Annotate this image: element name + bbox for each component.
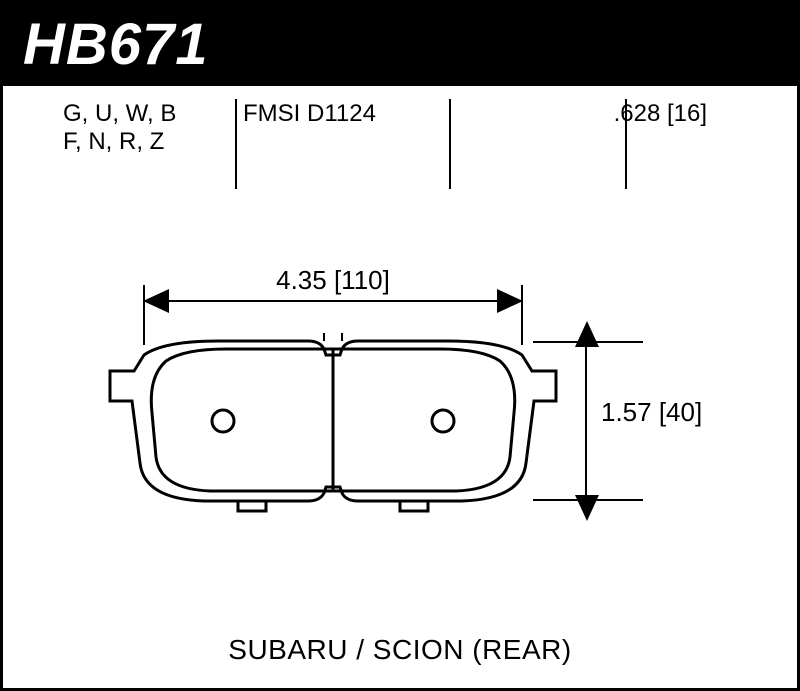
diagram-area: 4.35 [110] 1.57 [40] <box>3 243 800 623</box>
thickness-value: .628 [16] <box>463 100 707 128</box>
part-number: HB671 <box>23 11 777 78</box>
arrow-right-icon <box>497 289 523 313</box>
spec-divider <box>449 99 451 189</box>
width-dim-line <box>145 300 521 302</box>
width-dimension: 4.35 [110] <box>145 265 521 302</box>
brake-pad-drawing <box>108 333 558 518</box>
application-label: SUBARU / SCION (REAR) <box>3 634 797 666</box>
spec-divider <box>625 99 627 189</box>
arrow-left-icon <box>143 289 169 313</box>
arrow-up-icon <box>575 321 599 347</box>
height-label: 1.57 [40] <box>601 397 702 428</box>
fmsi-value: FMSI D1124 <box>243 100 463 128</box>
header-bar: HB671 <box>3 3 797 86</box>
compounds-line1: G, U, W, B <box>63 100 243 128</box>
width-label: 4.35 [110] <box>145 265 521 296</box>
spec-row: G, U, W, B F, N, R, Z FMSI D1124 .628 [1… <box>3 86 797 174</box>
compounds-line2: F, N, R, Z <box>63 128 243 156</box>
compounds-column: G, U, W, B F, N, R, Z <box>63 100 243 156</box>
thickness-column: .628 [16] <box>463 100 767 156</box>
fmsi-column: FMSI D1124 <box>243 100 463 156</box>
arrow-down-icon <box>575 495 599 521</box>
spec-divider <box>235 99 237 189</box>
height-dim-line <box>585 341 587 501</box>
